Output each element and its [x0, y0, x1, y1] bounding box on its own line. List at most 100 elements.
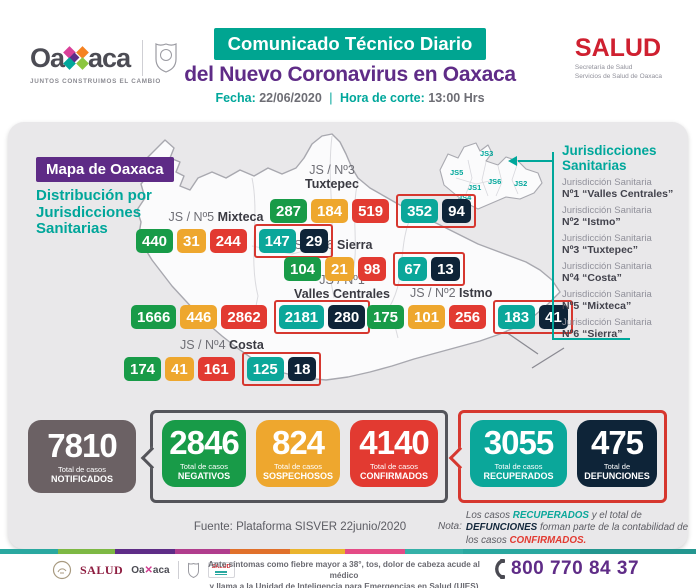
- mixteca-recuperados: 147: [258, 229, 296, 253]
- jurisdictions-minimap: JS3 JS5 JS1 JS6 JS2 JS4: [439, 142, 543, 210]
- region-row-tuxtepec: 287 184 519 352 94: [270, 194, 476, 228]
- tuxtepec-recuperados: 352: [401, 199, 439, 223]
- map-subtitle-line3: Sanitarias: [36, 220, 108, 237]
- minimap-label-js4: JS4: [458, 193, 472, 202]
- stat-notificados: 7810 Total de casos NOTIFICADOS: [28, 420, 136, 493]
- costa-defunciones: 18: [287, 357, 317, 381]
- minimap-label-js5: JS5: [450, 168, 463, 177]
- oaxaca-brand: Oa aca JUNTOS CONSTRUIMOS EL CAMBIO: [30, 40, 179, 85]
- note-block: Nota: Los casos RECUPERADOS y el total d…: [438, 510, 692, 547]
- minimap-label-js1: JS1: [468, 183, 481, 192]
- istmo-sospechosos: 101: [408, 305, 446, 329]
- valles-recuperados: 2181: [278, 305, 325, 329]
- minimap-label-js6: JS6: [488, 177, 501, 186]
- oaxaca-x-icon: [63, 46, 89, 70]
- state-crest-icon: [155, 43, 177, 73]
- mixteca-negativos: 440: [136, 229, 174, 253]
- tuxtepec-recovered-deaths-group: 352 94: [396, 194, 476, 228]
- footer-logos: SALUD Oa✕aca SALUD: [52, 560, 235, 580]
- valles-confirmados: 2862: [221, 305, 267, 329]
- region-label-mixteca: JS / Nº5 Mixteca: [168, 210, 264, 224]
- list-item: Jurisdicción Sanitaria Nº2 “Istmo”: [562, 204, 652, 229]
- sidebar-title: Jurisdicciones Sanitarias: [562, 143, 657, 173]
- note-label: Nota:: [438, 521, 462, 532]
- oaxaca-logo-text-a: Oa: [30, 42, 65, 73]
- istmo-negativos: 175: [367, 305, 405, 329]
- source-text: Fuente: Plataforma SISVER 22junio/2020: [193, 521, 407, 533]
- sidebar-bracket-horizontal: [552, 338, 630, 340]
- list-item: Jurisdicción Sanitaria Nº3 “Tuxtepec”: [562, 232, 652, 257]
- region-row-mixteca: 440 31 244 147 29: [136, 224, 334, 258]
- mixteca-defunciones: 29: [299, 229, 329, 253]
- region-label-istmo: JS / Nº2 Istmo: [410, 286, 493, 300]
- sierra-sospechosos: 21: [325, 257, 354, 281]
- costa-recovered-deaths-group: 125 18: [241, 352, 322, 386]
- stat-recuperados: 3055 Total de casos RECUPERADOS: [470, 420, 567, 487]
- map-subtitle-line2: Jurisdicciones: [36, 203, 142, 221]
- list-item: Jurisdicción Sanitaria Nº6 “Sierra”: [562, 316, 652, 341]
- tuxtepec-defunciones: 94: [442, 199, 471, 223]
- region-row-istmo: 175 101 256 183 41: [367, 300, 573, 334]
- valles-recovered-deaths-group: 2181 280: [273, 300, 371, 334]
- region-label-costa: JS / Nº4 Costa: [180, 338, 264, 352]
- stat-confirmados: 4140 Total de casos CONFIRMADOS: [350, 420, 438, 487]
- region-row-costa: 174 41 161 125 18: [124, 352, 322, 386]
- date-line: Fecha: 22/06/2020 | Hora de corte: 13:00…: [168, 91, 532, 105]
- region-row-sierra: 104 21 98 67 13: [284, 252, 465, 286]
- footer-divider: [177, 561, 179, 579]
- main-title-banner: Comunicado Técnico Diario: [213, 28, 487, 60]
- region-label-tuxtepec: JS / Nº3 Tuxtepec: [305, 163, 359, 191]
- valles-sospechosos: 446: [180, 305, 218, 329]
- map-title: Mapa de Oaxaca: [36, 157, 174, 182]
- stat-defunciones: 475 Total de DEFUNCIONES: [577, 420, 657, 487]
- region-row-valles: 1666 446 2862 2181 280: [131, 300, 371, 334]
- istmo-recovered-deaths-group: 183 41: [493, 300, 573, 334]
- sidebar-bracket-vertical: [552, 152, 554, 340]
- footer-phone: 800 770 84 37: [490, 558, 639, 580]
- salud-logo-block: SALUD Secretaría de Salud Servicios de S…: [575, 36, 662, 82]
- map-subtitle: Distribución por Jurisdicciones Sanitari…: [36, 187, 152, 238]
- sierra-confirmados: 98: [357, 257, 387, 281]
- stat-negativos: 2846 Total de casos NEGATIVOS: [162, 420, 246, 487]
- date-separator: |: [329, 91, 333, 105]
- mixteca-sospechosos: 31: [177, 229, 206, 253]
- footer-salud-oaxaca-logo: SALUD: [207, 561, 235, 579]
- oaxaca-logo-text-b: aca: [88, 42, 131, 73]
- sidebar-arrow-line: [518, 160, 554, 162]
- istmo-confirmados: 256: [449, 305, 487, 329]
- date-value: 22/06/2020: [259, 91, 322, 105]
- list-item: Jurisdicción Sanitaria Nº5 “Mixteca”: [562, 288, 652, 313]
- oaxaca-tagline: JUNTOS CONSTRUIMOS EL CAMBIO: [30, 78, 161, 85]
- stat-sospechosos: 824 Total de casos SOSPECHOSOS: [256, 420, 340, 487]
- government-seal-icon: [52, 560, 72, 580]
- istmo-recuperados: 183: [498, 305, 536, 329]
- minimap-label-js2: JS2: [514, 179, 527, 188]
- oaxaca-logo: Oa aca: [30, 42, 131, 74]
- minimap-label-js3: JS3: [480, 149, 493, 158]
- header-divider: [142, 40, 144, 76]
- tested-group-bracket: [140, 410, 448, 503]
- valles-defunciones: 280: [328, 305, 366, 329]
- sierra-recovered-deaths-group: 67 13: [393, 252, 465, 286]
- costa-negativos: 174: [124, 357, 162, 381]
- costa-confirmados: 161: [197, 357, 235, 381]
- salud-logo: SALUD: [574, 34, 662, 62]
- salud-sub2: Servicios de Salud de Oaxaca: [574, 72, 662, 80]
- tuxtepec-sospechosos: 184: [311, 199, 349, 223]
- costa-recuperados: 125: [246, 357, 284, 381]
- sidebar-arrow-icon: [508, 156, 517, 166]
- recovered-deaths-bracket: [448, 410, 667, 503]
- valles-negativos: 1666: [131, 305, 177, 329]
- mixteca-confirmados: 244: [209, 229, 247, 253]
- footer-oaxaca-logo: Oa✕aca: [131, 564, 170, 576]
- sidebar-jurisdiction-list: Jurisdicción Sanitaria Nº1 “Valles Centr…: [562, 177, 690, 345]
- date-label: Fecha:: [215, 91, 256, 105]
- cutoff-value: 13:00 Hrs: [428, 91, 485, 105]
- footer-salud-gov-logo: SALUD: [80, 562, 124, 577]
- cutoff-label: Hora de corte:: [340, 91, 425, 105]
- sierra-defunciones: 13: [431, 257, 460, 281]
- main-subtitle: del Nuevo Coronavirus en Oaxaca: [184, 63, 516, 86]
- footer-crest-icon: [187, 562, 199, 578]
- costa-sospechosos: 41: [165, 357, 194, 381]
